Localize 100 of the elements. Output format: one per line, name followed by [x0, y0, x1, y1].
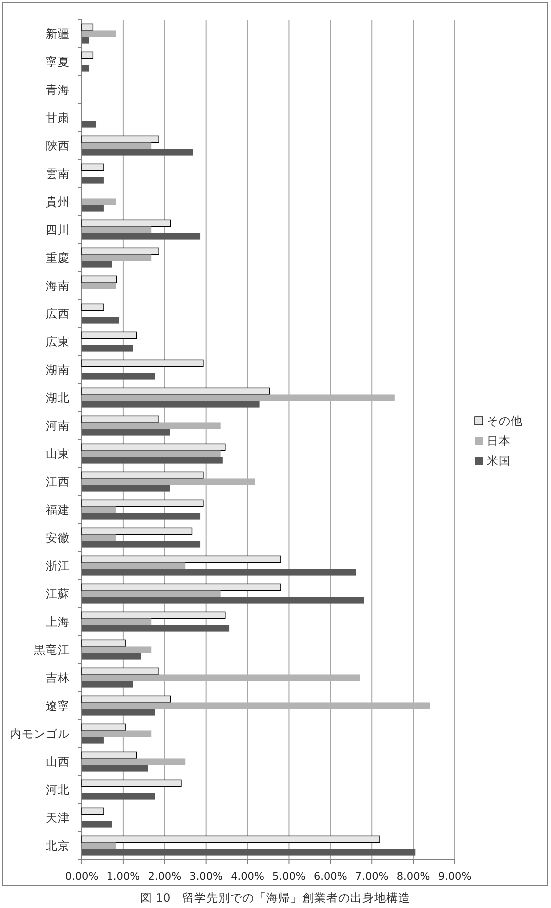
bar [82, 836, 380, 844]
bar [82, 248, 160, 256]
x-tick-label: 6.00% [314, 871, 348, 883]
y-tick-label: 広西 [46, 307, 70, 321]
bar [82, 142, 152, 150]
bar [82, 730, 152, 738]
bar [82, 808, 104, 816]
y-tick-label: 四川 [46, 223, 70, 237]
bar [82, 618, 152, 626]
y-tick-label: 貴州 [46, 195, 70, 209]
bar [82, 276, 118, 284]
bar [82, 584, 282, 592]
y-tick-label: 北京 [46, 839, 70, 853]
bar [82, 457, 223, 464]
y-tick-label: 広東 [46, 335, 70, 349]
bar [82, 752, 138, 760]
bar [82, 472, 204, 480]
bar [82, 821, 112, 828]
y-tick-label: 上海 [46, 615, 70, 629]
bar [82, 758, 186, 766]
bar [82, 780, 182, 788]
bar [82, 849, 416, 856]
bar [82, 254, 152, 262]
bar [82, 261, 112, 268]
bar [82, 506, 116, 514]
bar [82, 485, 170, 492]
bar [82, 793, 156, 800]
bar [82, 562, 186, 570]
bar [82, 373, 156, 380]
y-tick-label: 内モンゴル [10, 727, 70, 741]
bar [82, 52, 94, 60]
bar [82, 416, 160, 424]
y-tick-label: 吉林 [46, 671, 70, 685]
bar [82, 177, 104, 184]
bar [82, 674, 360, 682]
y-tick-label: 陝西 [46, 139, 70, 153]
y-tick-label: 黒竜江 [34, 643, 70, 657]
x-tick-label: 0.00% [65, 871, 99, 883]
y-tick-label: 河北 [46, 783, 70, 797]
y-tick-label: 新疆 [46, 27, 70, 41]
y-tick-label: 青海 [46, 83, 70, 97]
bar [82, 282, 116, 290]
bar [82, 696, 172, 704]
bar [82, 640, 126, 648]
bar [82, 136, 160, 144]
y-tick-label: 湖南 [46, 363, 70, 377]
y-tick-label: 安徽 [46, 531, 70, 545]
bar [82, 429, 170, 436]
y-tick-label: 天津 [46, 811, 70, 825]
bar [82, 702, 430, 710]
bar [82, 724, 126, 732]
x-tick-label: 2.00% [148, 871, 182, 883]
y-tick-label: 海南 [46, 279, 70, 293]
bar [82, 612, 226, 620]
bar [82, 198, 116, 206]
y-tick-label: 山西 [46, 755, 70, 769]
bar [82, 500, 204, 508]
bar [82, 388, 270, 396]
bar [82, 528, 193, 536]
bar [82, 737, 104, 744]
bar [82, 24, 94, 32]
bar [82, 450, 221, 458]
bar [82, 317, 120, 324]
bar [82, 332, 138, 340]
bar [82, 345, 134, 352]
y-tick-label: 雲南 [46, 167, 70, 181]
x-tick-label: 8.00% [396, 871, 430, 883]
bar [82, 513, 201, 520]
bar [82, 304, 104, 312]
bar [82, 226, 152, 234]
legend-label: 米国 [487, 454, 511, 468]
bar [82, 30, 116, 38]
bar [82, 121, 97, 128]
bar [82, 681, 134, 688]
bar [82, 233, 201, 240]
caption: 図 10 留学先別での「海帰」創業者の出身地構造 [140, 891, 411, 905]
bar [82, 401, 260, 408]
y-tick-label: 江蘇 [46, 587, 70, 601]
y-tick-label: 江西 [46, 475, 70, 489]
x-tick-label: 3.00% [190, 871, 224, 883]
bar [82, 422, 221, 430]
bar [82, 646, 152, 654]
y-tick-label: 福建 [46, 503, 70, 517]
x-tick-label: 7.00% [355, 871, 389, 883]
bar [82, 205, 104, 212]
y-tick-label: 寧夏 [46, 55, 70, 69]
bar [82, 653, 142, 660]
x-tick-label: 1.00% [106, 871, 140, 883]
bar [82, 541, 201, 548]
bar [82, 765, 148, 772]
bar [82, 37, 90, 44]
bar [82, 149, 194, 156]
bar [82, 164, 104, 172]
bar [82, 65, 90, 72]
bar [82, 668, 160, 676]
legend-label: 日本 [487, 434, 511, 448]
x-tick-label: 9.00% [438, 871, 472, 883]
y-tick-label: 重慶 [46, 251, 70, 265]
bar [82, 556, 282, 564]
bar [82, 360, 204, 368]
